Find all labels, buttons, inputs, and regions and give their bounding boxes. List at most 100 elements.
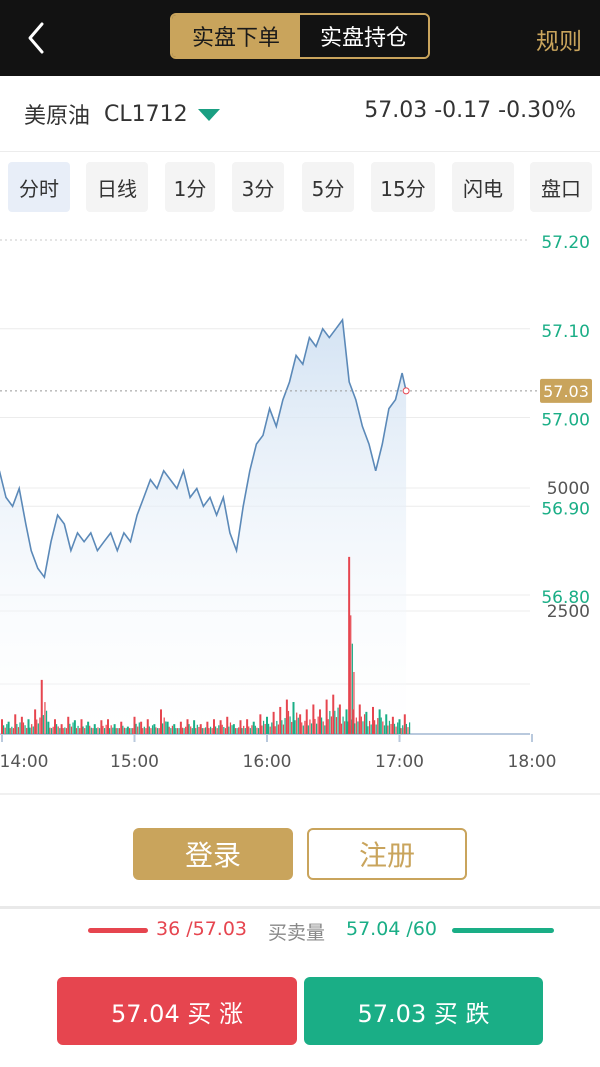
tab-5min[interactable]: 5分 xyxy=(302,162,354,212)
volume-bar xyxy=(26,727,28,734)
bid-quote: 36 /57.03 xyxy=(156,918,248,940)
volume-bar xyxy=(176,728,179,734)
volume-bar xyxy=(362,721,364,734)
segment-live-positions[interactable]: 实盘持仓 xyxy=(300,15,428,57)
intraday-chart[interactable]: 57.20 57.10 57.00 56.90 56.80 5000 2500 57.03 14… xyxy=(0,222,600,797)
buy-down-button[interactable]: 57.03 买 跌 xyxy=(304,977,543,1045)
volume-bar xyxy=(350,615,352,734)
volume-bar xyxy=(285,699,288,734)
order-book-summary: 36 /57.03 买卖量 57.04 /60 xyxy=(0,912,600,948)
volume-bar xyxy=(204,727,207,734)
volume-bar xyxy=(325,699,328,734)
volume-bar xyxy=(60,724,63,734)
tab-3min[interactable]: 3分 xyxy=(232,162,284,212)
volume-bar xyxy=(160,709,162,734)
volume-bar xyxy=(241,728,243,734)
tab-daily[interactable]: 日线 xyxy=(86,162,148,212)
volume-bar xyxy=(151,725,154,734)
volume-bar xyxy=(315,723,318,734)
volume-bar xyxy=(243,725,245,734)
volume-bar xyxy=(372,706,374,734)
login-button[interactable]: 登录 xyxy=(133,828,293,880)
bid-volume-bar xyxy=(88,928,148,933)
volume-bar xyxy=(305,709,308,734)
volume-bar xyxy=(370,724,372,734)
volume-bar xyxy=(80,719,83,734)
x-tick-label: 14:00 xyxy=(0,752,49,772)
volume-bar xyxy=(211,728,213,734)
instrument-quote: 57.03 -0.17 -0.30% xyxy=(364,98,576,123)
volume-bar xyxy=(19,722,21,734)
volume-bar xyxy=(188,724,190,734)
volume-tick-label: 5000 xyxy=(547,479,590,499)
last-price: 57.03 xyxy=(364,98,428,123)
volume-bar xyxy=(398,719,401,734)
segment-live-order[interactable]: 实盘下单 xyxy=(172,15,300,57)
volume-bar xyxy=(251,725,253,734)
volume-bar xyxy=(248,726,250,734)
volume-bar xyxy=(102,725,104,734)
volume-bar xyxy=(291,721,293,734)
volume-bar xyxy=(193,720,196,734)
volume-bar xyxy=(307,725,309,734)
volume-bar xyxy=(155,727,157,734)
volume-bar xyxy=(403,714,406,734)
price-change: -0.17 xyxy=(434,98,492,123)
volume-bar xyxy=(347,721,349,734)
volume-bar xyxy=(142,728,144,734)
volume-bar xyxy=(40,679,43,734)
volume-bar xyxy=(186,719,189,734)
volume-bar xyxy=(314,718,316,734)
price-tick-label: 57.20 xyxy=(541,233,590,253)
volume-bar xyxy=(123,727,126,734)
register-button[interactable]: 注册 xyxy=(307,828,467,880)
tab-1min[interactable]: 1分 xyxy=(165,162,215,212)
volume-bar xyxy=(206,721,209,734)
tab-intraday[interactable]: 分时 xyxy=(8,162,70,212)
volume-bar xyxy=(330,716,333,734)
rules-link[interactable]: 规则 xyxy=(536,29,582,55)
volume-bar xyxy=(92,728,94,734)
volume-bar xyxy=(377,718,379,734)
volume-bar xyxy=(42,715,44,734)
volume-bar xyxy=(126,726,129,734)
volume-bar xyxy=(234,728,237,734)
volume-bar xyxy=(31,724,33,734)
volume-bar xyxy=(378,709,381,734)
volume-bar xyxy=(146,719,149,734)
instrument-code: CL1712 xyxy=(104,101,188,127)
volume-bar xyxy=(338,704,341,734)
order-segment-control: 实盘下单 实盘持仓 xyxy=(170,13,430,59)
volume-bar xyxy=(228,726,230,734)
volume-bar xyxy=(109,728,111,734)
last-price-badge-label: 57.03 xyxy=(543,382,589,401)
volume-bar xyxy=(324,725,326,734)
volume-bar xyxy=(266,716,268,734)
volume-bar xyxy=(112,727,114,734)
volume-bar xyxy=(65,728,68,734)
volume-bar xyxy=(319,709,321,734)
volume-bar xyxy=(365,711,368,734)
volume-bar xyxy=(57,726,59,734)
volume-bar xyxy=(89,725,91,734)
x-tick-label: 17:00 xyxy=(375,752,424,772)
volume-bar xyxy=(72,722,74,734)
volume-bar xyxy=(179,721,182,734)
volume-bar xyxy=(190,726,192,734)
back-button[interactable] xyxy=(22,20,52,56)
volume-bar xyxy=(27,719,30,734)
volume-bar xyxy=(45,710,48,734)
instrument-bar: 美原油 CL1712 57.03 -0.17 -0.30% xyxy=(0,76,600,152)
section-divider xyxy=(0,906,600,909)
volume-bar xyxy=(358,704,361,734)
tab-flash[interactable]: 闪电 xyxy=(452,162,514,212)
volume-bar xyxy=(334,710,336,734)
buy-up-button[interactable]: 57.04 买 涨 xyxy=(57,977,297,1045)
tab-order-book[interactable]: 盘口 xyxy=(530,162,592,212)
volume-bar xyxy=(405,723,407,734)
volume-bar xyxy=(393,723,396,734)
instrument-selector[interactable]: 美原油 CL1712 xyxy=(24,98,220,130)
volume-bar xyxy=(171,725,174,734)
x-tick-label: 16:00 xyxy=(243,752,292,772)
tab-15min[interactable]: 15分 xyxy=(371,162,435,212)
